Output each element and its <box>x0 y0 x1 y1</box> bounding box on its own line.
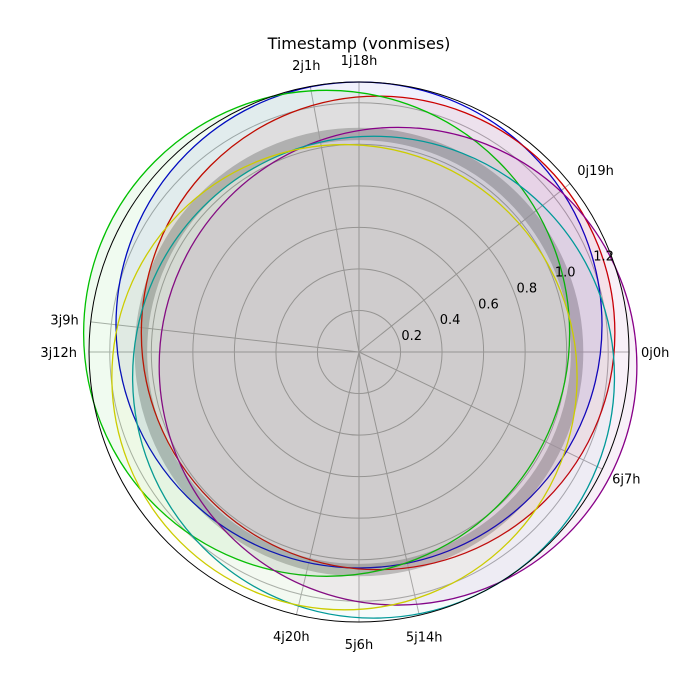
theta-grid-spoke <box>295 351 360 615</box>
theta-tick-label: 6j7h <box>612 473 640 488</box>
series-4-line <box>131 135 616 619</box>
r-tick-label: 1.2 <box>593 250 614 265</box>
chart-title: Timestamp (vonmises) <box>267 34 451 53</box>
theta-tick-label: 3j12h <box>40 346 77 361</box>
theta-tick-label: 2j1h <box>292 59 320 74</box>
grid-layer <box>89 82 629 622</box>
theta-tick-label: 1j18h <box>341 54 378 69</box>
r-tick-label: 0.2 <box>401 329 422 344</box>
series-5-line <box>111 143 578 611</box>
theta-tick-label: 5j14h <box>406 631 443 646</box>
theta-tick-label: 4j20h <box>273 630 310 645</box>
theta-tick-label: 3j9h <box>50 313 78 328</box>
theta-grid-spoke <box>309 86 360 353</box>
r-tick-label: 0.8 <box>517 281 538 296</box>
theta-grid-spoke <box>358 351 420 616</box>
r-tick-label: 0.4 <box>440 313 461 328</box>
theta-grid-spoke <box>358 351 603 470</box>
r-tick-label: 0.6 <box>478 297 499 312</box>
label-layer: 0j0h 0j19h 1j18h 2j1h 3j9h 3j12h 4j20h 5j6h 5j14… <box>40 54 669 653</box>
outer-frame <box>88 81 630 623</box>
theta-tick-label: 0j0h <box>641 346 669 361</box>
theta-tick-label: 5j6h <box>345 638 373 653</box>
r-tick-label: 1.0 <box>555 266 576 281</box>
theta-grid-spoke <box>358 183 571 353</box>
theta-grid-spoke <box>90 321 360 353</box>
theta-tick-label: 0j19h <box>577 164 614 179</box>
series-layer <box>82 81 638 619</box>
series-3-line <box>158 126 638 606</box>
series-2-line <box>82 89 571 577</box>
